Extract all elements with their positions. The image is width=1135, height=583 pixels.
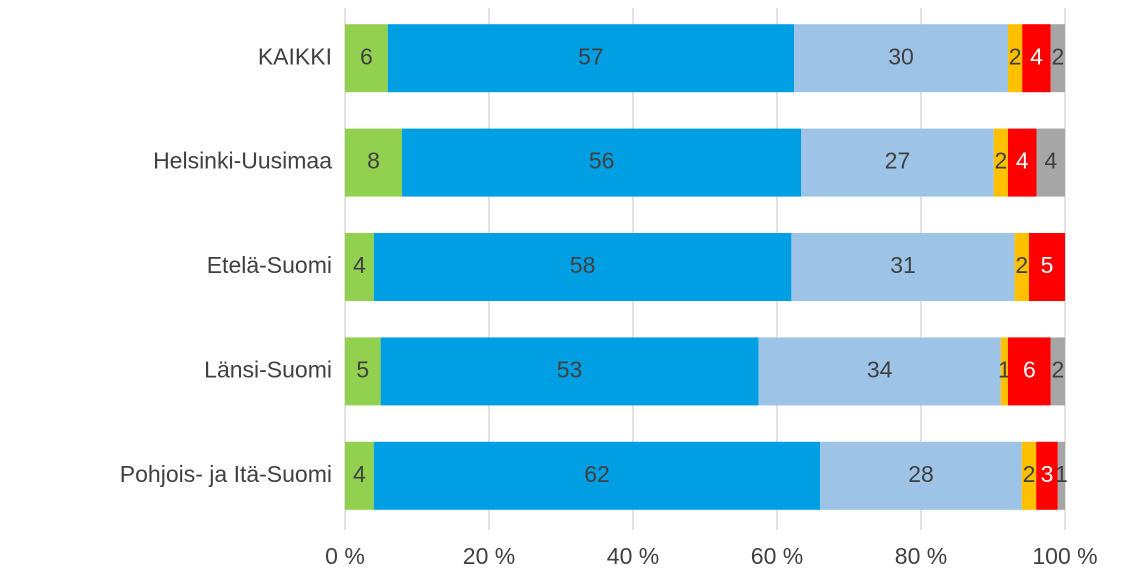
bar-segment: [345, 233, 374, 301]
bar-segment: [1050, 337, 1065, 406]
data-label: 4: [1030, 43, 1043, 69]
data-label: 2: [1051, 356, 1064, 382]
bar-segment: [1000, 337, 1008, 406]
y-tick-label: KAIKKI: [258, 43, 332, 69]
data-label: 2: [1015, 252, 1028, 278]
data-label: 1: [1055, 461, 1068, 487]
data-label: 4: [353, 252, 366, 278]
x-tick-label: 60 %: [751, 543, 803, 569]
bar-segment: [1057, 441, 1065, 510]
data-label: 5: [356, 356, 369, 382]
bar-segment: [345, 441, 374, 510]
bar-segment: [1036, 441, 1058, 510]
x-tick-label: 0 %: [325, 543, 365, 569]
data-label: 28: [908, 461, 934, 487]
y-tick-label: Helsinki-Uusimaa: [153, 148, 332, 174]
data-label: 2: [1009, 43, 1022, 69]
bar-segment: [1021, 441, 1037, 510]
bar-segment: [794, 24, 1008, 93]
bar-segment: [1014, 233, 1029, 301]
data-label: 58: [570, 252, 596, 278]
bar-segment: [345, 24, 388, 93]
bar-segment: [801, 128, 994, 197]
data-label: 62: [584, 461, 610, 487]
data-label: 34: [867, 356, 893, 382]
data-label: 56: [589, 148, 615, 174]
data-label: 4: [353, 461, 366, 487]
bar-segment: [993, 128, 1008, 197]
bar-segment: [1022, 24, 1051, 93]
data-label: 30: [888, 43, 914, 69]
bar-segment: [402, 128, 802, 197]
data-label: 57: [578, 43, 604, 69]
bar-segment: [1007, 337, 1051, 406]
bar-segment: [373, 233, 792, 301]
bar-segment: [1036, 128, 1065, 197]
bar-segment: [387, 24, 795, 93]
bar-segment: [1007, 24, 1023, 93]
bar-segment: [1050, 24, 1065, 93]
data-label: 53: [557, 356, 583, 382]
data-label: 4: [1016, 148, 1029, 174]
bar-segment: [1029, 233, 1065, 301]
data-label: 2: [1023, 461, 1036, 487]
bar-segment: [373, 441, 821, 510]
bar-segment: [758, 337, 1001, 406]
x-tick-label: 80 %: [895, 543, 947, 569]
data-label: 6: [1023, 356, 1036, 382]
data-label: 2: [1051, 43, 1064, 69]
bar-segment: [345, 337, 381, 406]
data-label: 2: [994, 148, 1007, 174]
bar-segment: [791, 233, 1015, 301]
y-tick-label: Etelä-Suomi: [207, 252, 332, 278]
data-label: 8: [367, 148, 380, 174]
bar-segment: [1007, 128, 1037, 197]
bar-segment: [380, 337, 759, 406]
bar-segment: [820, 441, 1022, 510]
x-tick-label: 40 %: [607, 543, 659, 569]
data-label: 5: [1041, 252, 1054, 278]
data-label: 4: [1044, 148, 1057, 174]
data-label: 31: [890, 252, 916, 278]
data-label: 3: [1041, 461, 1054, 487]
x-tick-label: 100 %: [1032, 543, 1097, 569]
data-label: 1: [998, 356, 1011, 382]
data-label: 6: [360, 43, 373, 69]
y-tick-label: Pohjois- ja Itä-Suomi: [120, 461, 332, 487]
bar-segment: [345, 128, 403, 197]
x-tick-label: 20 %: [463, 543, 515, 569]
data-label: 27: [885, 148, 911, 174]
y-tick-label: Länsi-Suomi: [204, 356, 332, 382]
